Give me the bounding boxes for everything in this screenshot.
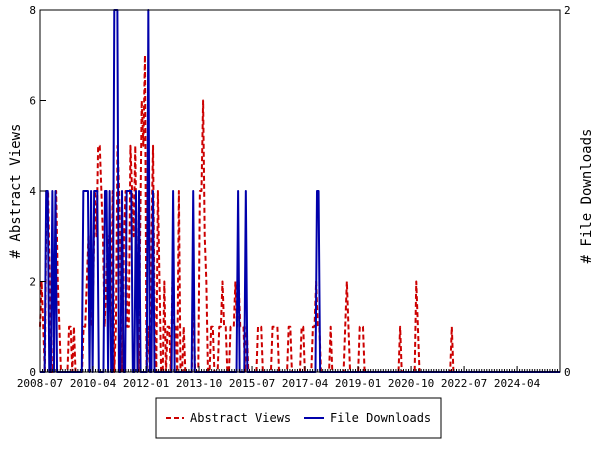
x-tick-label: 2019-01 [335, 377, 381, 390]
x-tick-label: 2022-07 [441, 377, 487, 390]
x-tick-label: 2012-01 [123, 377, 169, 390]
x-tick-label: 2020-10 [388, 377, 434, 390]
x-tick-label: 2008-07 [17, 377, 63, 390]
x-tick-labels: 2008-07 2010-04 2012-01 2013-10 2015-07 2017-… [17, 377, 541, 390]
x-tick-label: 2017-04 [282, 377, 329, 390]
x-tick-label: 2015-07 [229, 377, 275, 390]
left-y-tick-label: 4 [29, 185, 36, 198]
right-y-ticks: 02 [554, 4, 571, 379]
left-axis-title: # Abstract Views [8, 124, 24, 259]
legend-label-abstract-views: Abstract Views [190, 411, 291, 425]
left-y-tick-label: 8 [29, 4, 36, 17]
left-y-tick-label: 0 [29, 366, 36, 379]
x-tick-label: 2024-04 [494, 377, 541, 390]
left-y-tick-label: 6 [29, 95, 36, 108]
right-y-tick-label: 2 [564, 4, 571, 17]
right-y-tick-label: 0 [564, 366, 571, 379]
x-tick-label: 2010-04 [70, 377, 117, 390]
left-y-tick-label: 2 [29, 276, 36, 289]
legend: Abstract Views File Downloads [155, 397, 442, 439]
x-tick-marks [39, 366, 561, 372]
legend-label-file-downloads: File Downloads [330, 411, 431, 425]
right-axis-title: # File Downloads [579, 129, 595, 264]
left-y-ticks: 0 2 4 6 8 [29, 4, 46, 379]
x-tick-label: 2013-10 [176, 377, 222, 390]
legend-box [155, 397, 442, 439]
